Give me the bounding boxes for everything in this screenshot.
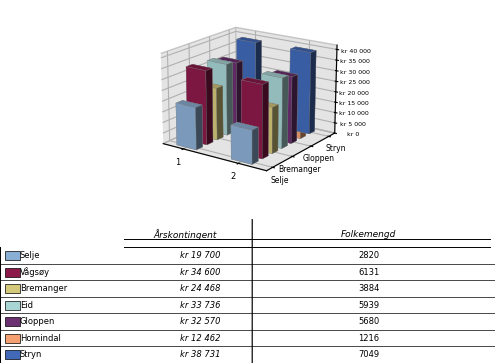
Text: Folkemengd: Folkemengd bbox=[341, 230, 396, 239]
Text: Stryn: Stryn bbox=[20, 350, 42, 359]
Text: 5939: 5939 bbox=[358, 301, 379, 310]
FancyBboxPatch shape bbox=[5, 251, 20, 260]
Text: 6131: 6131 bbox=[358, 268, 379, 277]
Text: 5680: 5680 bbox=[358, 317, 379, 326]
Text: kr 34 600: kr 34 600 bbox=[180, 268, 221, 277]
Text: 3884: 3884 bbox=[358, 284, 380, 293]
Text: kr 33 736: kr 33 736 bbox=[180, 301, 221, 310]
Text: Bremanger: Bremanger bbox=[20, 284, 67, 293]
FancyBboxPatch shape bbox=[5, 350, 20, 359]
Text: 7049: 7049 bbox=[358, 350, 379, 359]
Text: Hornindal: Hornindal bbox=[20, 334, 61, 343]
FancyBboxPatch shape bbox=[5, 334, 20, 343]
Text: kr 12 462: kr 12 462 bbox=[180, 334, 221, 343]
Text: kr 38 731: kr 38 731 bbox=[180, 350, 221, 359]
Text: kr 24 468: kr 24 468 bbox=[180, 284, 221, 293]
FancyBboxPatch shape bbox=[5, 301, 20, 310]
FancyBboxPatch shape bbox=[5, 284, 20, 293]
FancyBboxPatch shape bbox=[5, 268, 20, 277]
Text: Årskontingent: Årskontingent bbox=[154, 229, 217, 240]
Text: 2820: 2820 bbox=[358, 251, 379, 260]
Text: Selje: Selje bbox=[20, 251, 40, 260]
Text: Gloppen: Gloppen bbox=[20, 317, 55, 326]
Text: 1216: 1216 bbox=[358, 334, 379, 343]
FancyBboxPatch shape bbox=[5, 317, 20, 326]
Text: kr 32 570: kr 32 570 bbox=[180, 317, 221, 326]
Text: Eid: Eid bbox=[20, 301, 33, 310]
Text: Vågsøy: Vågsøy bbox=[20, 267, 50, 277]
Text: kr 19 700: kr 19 700 bbox=[180, 251, 221, 260]
